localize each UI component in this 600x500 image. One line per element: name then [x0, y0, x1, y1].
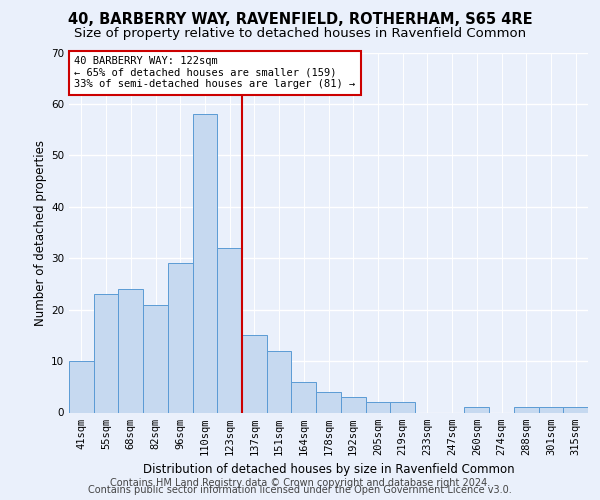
Text: 40, BARBERRY WAY, RAVENFIELD, ROTHERHAM, S65 4RE: 40, BARBERRY WAY, RAVENFIELD, ROTHERHAM,…: [68, 12, 532, 28]
Bar: [69, 361, 94, 412]
Bar: [341, 397, 365, 412]
Y-axis label: Number of detached properties: Number of detached properties: [34, 140, 47, 326]
Bar: [563, 408, 588, 412]
Bar: [316, 392, 341, 412]
Bar: [143, 304, 168, 412]
Text: Size of property relative to detached houses in Ravenfield Common: Size of property relative to detached ho…: [74, 28, 526, 40]
Bar: [242, 336, 267, 412]
Text: Contains public sector information licensed under the Open Government Licence v3: Contains public sector information licen…: [88, 485, 512, 495]
Bar: [193, 114, 217, 412]
Text: 40 BARBERRY WAY: 122sqm
← 65% of detached houses are smaller (159)
33% of semi-d: 40 BARBERRY WAY: 122sqm ← 65% of detache…: [74, 56, 355, 90]
Bar: [94, 294, 118, 412]
Bar: [118, 289, 143, 412]
X-axis label: Distribution of detached houses by size in Ravenfield Common: Distribution of detached houses by size …: [143, 463, 514, 476]
Bar: [464, 408, 489, 412]
Bar: [217, 248, 242, 412]
Bar: [168, 264, 193, 412]
Bar: [539, 408, 563, 412]
Text: Contains HM Land Registry data © Crown copyright and database right 2024.: Contains HM Land Registry data © Crown c…: [110, 478, 490, 488]
Bar: [267, 351, 292, 412]
Bar: [514, 408, 539, 412]
Bar: [390, 402, 415, 412]
Bar: [365, 402, 390, 412]
Bar: [292, 382, 316, 412]
